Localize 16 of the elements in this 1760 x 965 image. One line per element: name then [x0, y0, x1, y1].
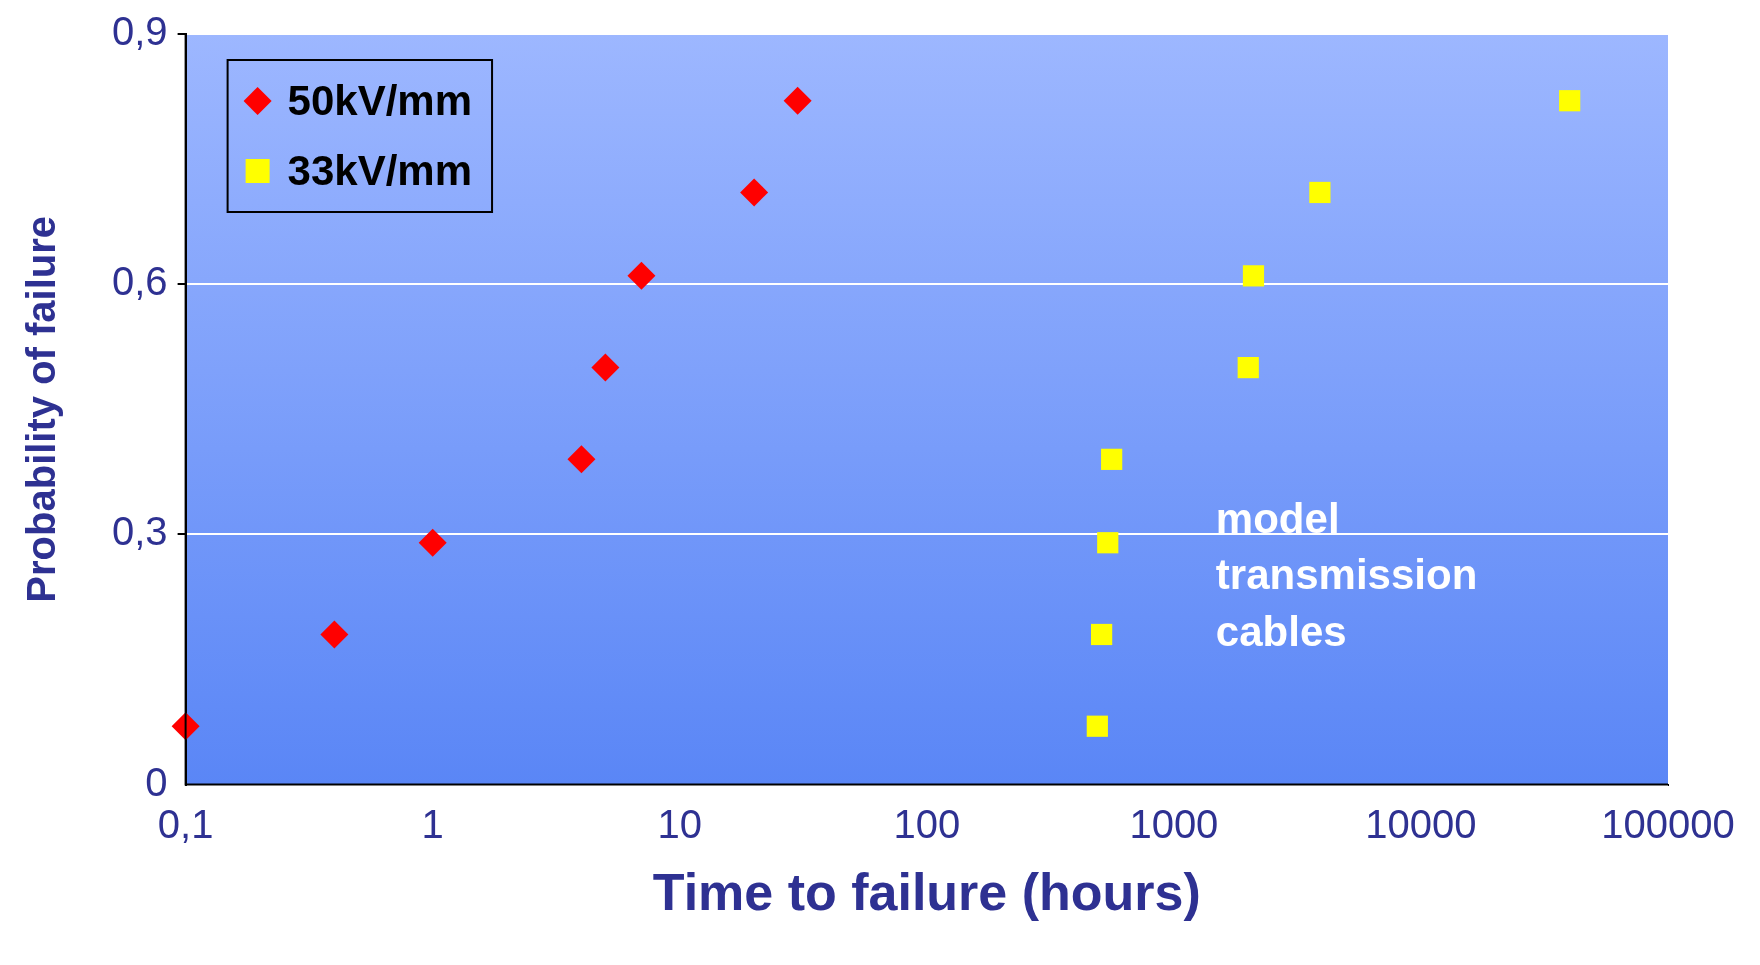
x-tick-label: 100: [893, 801, 961, 846]
x-tick-label: 0,1: [157, 801, 214, 846]
x-tick-label: 10: [657, 801, 702, 846]
y-tick-label: 0,9: [112, 9, 168, 54]
x-tick-label: 100000: [1601, 801, 1735, 846]
y-tick-label: 0: [145, 759, 168, 804]
y-tick-label: 0,3: [112, 509, 168, 554]
legend-label: 33kV/mm: [287, 146, 473, 194]
y-tick-label: 0,6: [112, 259, 168, 304]
x-axis-title: Time to failure (hours): [652, 863, 1201, 922]
x-tick-label: 1: [421, 801, 444, 846]
legend-label: 50kV/mm: [287, 76, 473, 124]
annotation: model transmission cables: [1215, 495, 1478, 655]
x-tick-label: 1000: [1129, 801, 1219, 846]
x-tick-label: 10000: [1365, 801, 1477, 846]
y-axis-title: Probability of failure: [19, 215, 64, 603]
